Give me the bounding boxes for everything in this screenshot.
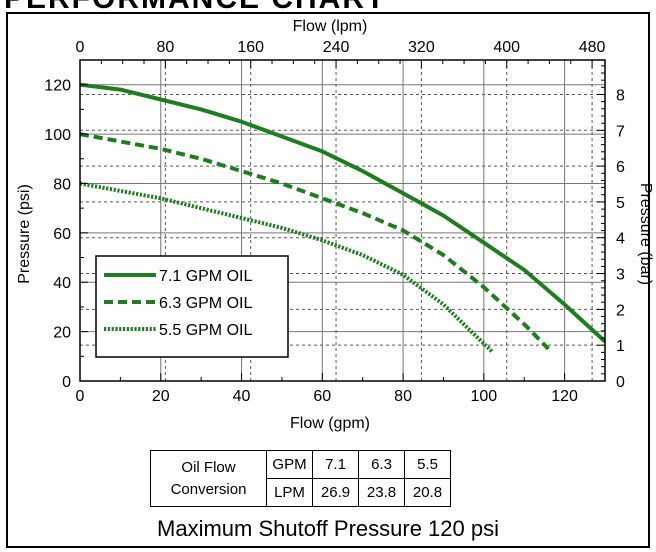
series-line	[79, 181, 494, 353]
page-heading: PERFORMANCE CHART	[0, 0, 656, 12]
y-tick-label: 120	[44, 78, 71, 95]
x-tick-label: 40	[233, 388, 251, 405]
y-tick-label: 100	[44, 127, 71, 144]
top-tick-label: 0	[76, 39, 85, 56]
top-tick-label: 320	[408, 39, 435, 56]
lpm-value: 26.9	[312, 478, 359, 507]
legend-label: 5.5 GPM OIL	[159, 322, 252, 339]
max-shutoff-note: Maximum Shutoff Pressure 120 psi	[157, 516, 499, 541]
top-tick-label: 80	[156, 39, 174, 56]
top-axis-label: Flow (lpm)	[293, 18, 368, 35]
conversion-label-line2: Conversion	[170, 480, 247, 498]
y-tick-label: 80	[53, 176, 71, 193]
right-tick-label: 3	[616, 267, 625, 284]
top-tick-label: 480	[579, 39, 606, 56]
x-axis-label: Flow (gpm)	[290, 415, 370, 432]
lpm-label: LPM	[266, 478, 313, 507]
conversion-row-lpm: LPM 26.9 23.8 20.8	[151, 478, 451, 507]
legend: 7.1 GPM OIL 6.3 GPM OIL 5.5 GPM OIL	[95, 255, 289, 358]
gpm-label: GPM	[266, 450, 313, 479]
legend-box	[95, 255, 289, 358]
lpm-value: 20.8	[404, 478, 451, 507]
right-tick-label: 4	[616, 231, 625, 248]
top-tick-label: 160	[237, 39, 264, 56]
x-tick-label: 80	[394, 388, 412, 405]
gpm-value: 5.5	[404, 450, 451, 479]
top-tick-label: 240	[323, 39, 350, 56]
gpm-value: 6.3	[358, 450, 405, 479]
right-tick-label: 0	[616, 374, 625, 391]
right-tick-label: 2	[616, 302, 625, 319]
right-tick-label: 5	[616, 195, 625, 212]
x-tick-label: 20	[152, 388, 170, 405]
x-tick-label: 0	[76, 388, 85, 405]
right-tick-label: 8	[616, 87, 625, 104]
conversion-row-gpm: Oil Flow Conversion GPM 7.1 6.3 5.5	[150, 450, 451, 507]
right-tick-label: 7	[616, 123, 625, 140]
series-line	[79, 82, 607, 343]
y-tick-label: 0	[62, 374, 71, 391]
y-tick-label: 20	[53, 325, 71, 342]
legend-label: 6.3 GPM OIL	[159, 295, 252, 312]
series-layer	[79, 82, 607, 353]
conversion-label-line1: Oil Flow	[181, 458, 236, 476]
x-tick-label: 60	[313, 388, 331, 405]
y-tick-label: 60	[53, 226, 71, 243]
y-axis-label: Pressure (psi)	[16, 184, 33, 284]
conversion-table: Oil Flow Conversion GPM 7.1 6.3 5.5 LPM …	[150, 450, 451, 507]
top-tick-label: 400	[493, 39, 520, 56]
right-tick-label: 1	[616, 338, 625, 355]
x-tick-label: 100	[470, 388, 497, 405]
right-axis-label: Pressure (bar)	[637, 183, 654, 285]
right-tick-label: 6	[616, 159, 625, 176]
legend-label: 7.1 GPM OIL	[159, 268, 252, 285]
conversion-label-cell: Oil Flow Conversion	[150, 450, 267, 507]
x-tick-label: 120	[551, 388, 578, 405]
lpm-value: 23.8	[358, 478, 405, 507]
plot-border	[79, 59, 606, 382]
gpm-value: 7.1	[312, 450, 359, 479]
series-line	[79, 132, 550, 351]
y-tick-label: 40	[53, 275, 71, 292]
chart-frame	[6, 12, 650, 548]
